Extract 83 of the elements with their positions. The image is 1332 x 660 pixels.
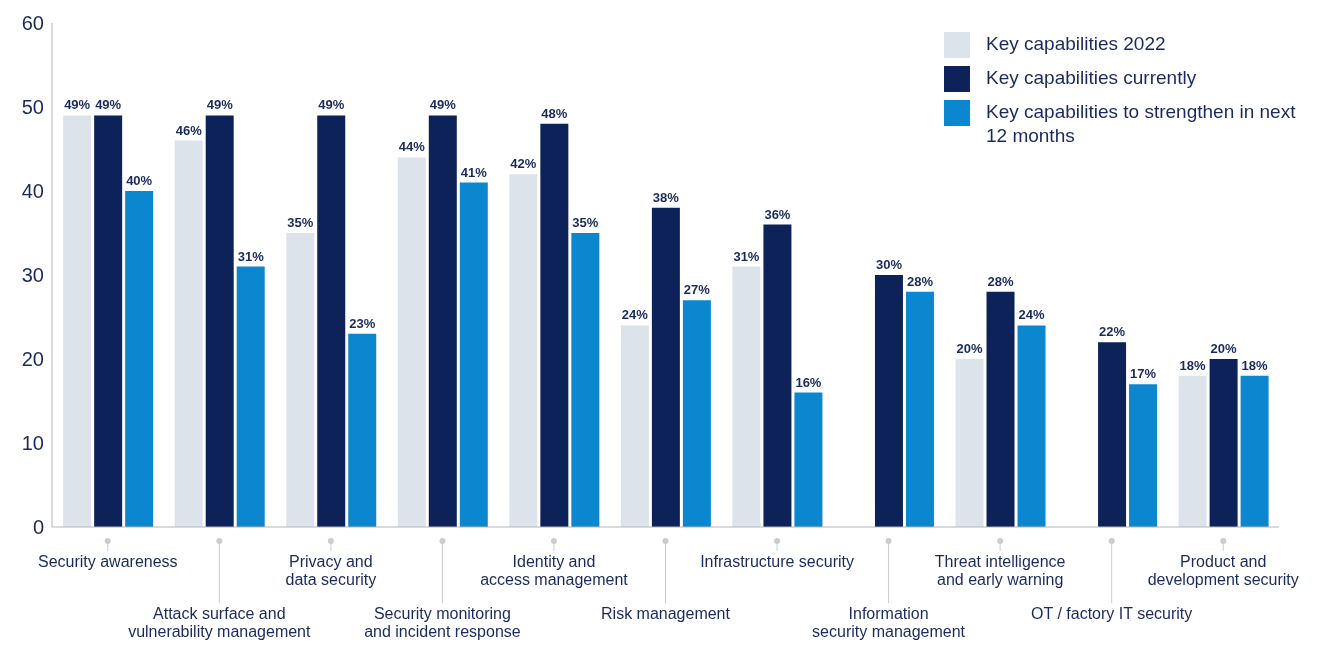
data-label: 49% [206,97,234,113]
bar [955,359,984,527]
bar [905,291,934,527]
x-tick-label: Identity and access management [480,553,629,588]
bar [540,123,569,527]
data-label: 49% [429,97,457,113]
x-tick-label: Attack surface and vulnerability management [128,605,312,640]
data-label: 42% [510,156,537,172]
data-label: 27% [683,282,711,298]
bar [428,115,457,527]
bar [174,140,203,527]
y-tick-label: 30 [21,264,44,287]
data-label: 49% [95,97,122,113]
data-label: 24% [621,307,649,323]
bar [763,224,792,527]
bar [571,233,600,527]
data-label: 20% [1210,341,1238,356]
y-tick-label: 0 [32,516,44,539]
data-label: 16% [795,374,822,390]
x-tick-label: Product and development security [1147,553,1299,588]
data-label: 28% [906,273,934,289]
bar [317,115,346,527]
bar [794,392,823,527]
bar [397,157,426,527]
legend-label: Key capabilities 2022 [986,32,1166,56]
x-tick-label: Security monitoring and incident response [364,605,521,640]
y-tick-label: 60 [21,12,44,35]
data-label: 41% [460,164,488,180]
data-label: 35% [287,215,314,230]
bar [651,207,680,527]
bar [205,115,234,527]
bar [286,233,315,527]
data-label: 18% [1241,357,1269,373]
y-tick-label: 50 [21,96,44,119]
data-label: 46% [175,122,203,138]
data-label: 48% [541,105,568,121]
bar [986,291,1015,527]
legend-label: Key capabilities currently [986,66,1197,90]
bar [1240,375,1269,527]
data-label: 30% [875,257,903,272]
data-label: 49% [64,97,91,113]
data-label: 35% [572,215,599,230]
bar [620,325,649,527]
data-label: 23% [349,315,376,331]
data-label: 40% [126,173,153,188]
bar [125,191,154,527]
bar [1098,342,1127,527]
bar [236,266,265,527]
data-label: 31% [237,248,265,264]
bar [1129,384,1158,527]
bar [348,333,377,527]
data-label: 18% [1179,357,1207,373]
bar [509,174,538,527]
data-label: 31% [733,248,760,264]
bar [63,115,92,527]
x-tick-label: Privacy and data security [285,553,377,588]
x-tick-label: Information security management [812,605,966,640]
x-tick-label: Infrastructure security [700,553,854,570]
data-label: 20% [956,341,983,356]
data-label: 36% [764,206,791,222]
bar [874,275,903,527]
y-tick-label: 40 [21,180,44,203]
data-label: 28% [987,273,1014,289]
data-label: 22% [1099,324,1126,340]
bar [1209,359,1238,527]
bar [459,182,488,527]
bar [1178,375,1207,527]
x-tick-label: Risk management [601,605,731,622]
data-label: 24% [1018,307,1045,323]
bar [1017,325,1046,527]
data-label: 49% [318,97,345,113]
y-tick-label: 10 [21,432,44,455]
data-label: 17% [1130,366,1157,382]
bar [682,300,711,527]
bar [732,266,761,527]
data-label: 44% [398,139,426,155]
data-label: 38% [652,189,680,205]
x-tick-label: Threat intelligence and early warning [934,553,1066,588]
legend-label: Key capabilities to strengthen in next 12 months [986,100,1297,148]
bar [94,115,123,527]
x-tick-label: OT / factory IT security [1031,605,1193,622]
x-tick-label: Security awareness [37,553,178,570]
y-tick-label: 20 [21,348,44,371]
